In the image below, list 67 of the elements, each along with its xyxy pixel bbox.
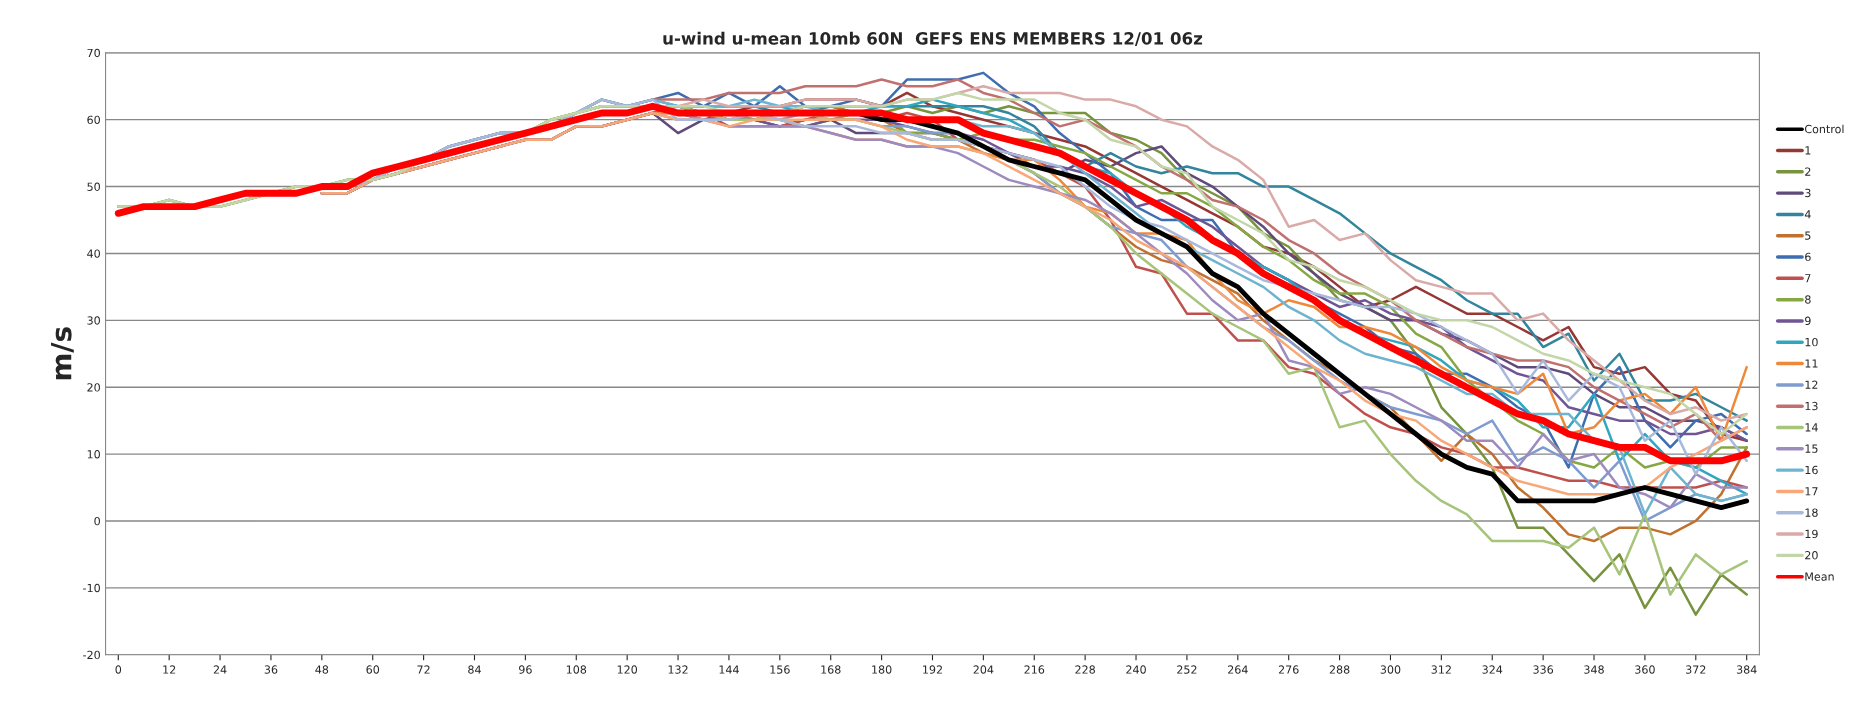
y-tick-label: 40 [87, 249, 100, 258]
legend-label: 14 [1805, 423, 1818, 432]
legend-label: 4 [1804, 210, 1811, 219]
x-tick-label: 48 [315, 665, 329, 674]
legend-label: 15 [1805, 444, 1818, 453]
x-tick-label: 336 [1533, 665, 1554, 674]
x-tick-label: 144 [719, 665, 739, 674]
y-tick-label: 0 [94, 516, 100, 526]
x-tick-label: 24 [213, 665, 227, 674]
chart-title: u-wind u-mean 10mb 60N GEFS ENS MEMBERS 12/01 06z [663, 31, 1203, 47]
legend-label: Control [1804, 124, 1844, 134]
x-tick-label: 288 [1329, 665, 1350, 674]
x-tick-label: 108 [566, 665, 587, 674]
legend-label: 18 [1805, 508, 1818, 517]
legend-label: 20 [1805, 551, 1818, 560]
x-tick-label: 0 [115, 665, 122, 674]
legend-label: 16 [1805, 465, 1818, 475]
x-tick-label: 348 [1584, 665, 1604, 674]
legend-label: 10 [1805, 337, 1818, 347]
legend-label: 1 [1805, 146, 1811, 155]
x-tick-label: 168 [821, 665, 841, 674]
legend-label: 12 [1805, 380, 1818, 389]
x-tick-label: 36 [264, 665, 278, 674]
legend-label: 2 [1805, 167, 1811, 176]
y-tick-label: 50 [87, 182, 100, 191]
x-tick-label: 180 [872, 665, 892, 674]
legend-label: 19 [1805, 529, 1818, 539]
x-tick-label: 384 [1736, 665, 1757, 674]
x-tick-label: 276 [1278, 665, 1299, 674]
x-tick-label: 156 [770, 665, 790, 674]
x-tick-label: 312 [1431, 665, 1451, 674]
legend-label: 3 [1805, 188, 1811, 198]
y-tick-label: 70 [87, 48, 100, 58]
legend-label: 17 [1805, 487, 1818, 496]
x-tick-label: 240 [1126, 665, 1146, 674]
x-tick-label: 60 [366, 665, 380, 674]
x-tick-label: 12 [163, 665, 176, 674]
legend-label: 5 [1805, 231, 1811, 240]
y-tick-label: 60 [87, 115, 100, 125]
x-tick-label: 204 [973, 665, 994, 674]
y-tick-label: 30 [87, 316, 100, 325]
x-tick-label: 324 [1482, 665, 1503, 674]
legend-label: 7 [1805, 274, 1811, 283]
x-tick-label: 264 [1228, 665, 1248, 674]
y-tick-label: 20 [87, 383, 100, 392]
x-tick-label: 372 [1686, 665, 1706, 674]
legend-label: 6 [1805, 252, 1811, 262]
x-tick-label: 120 [617, 665, 638, 674]
legend-label: 13 [1805, 401, 1818, 411]
x-tick-label: 252 [1177, 665, 1197, 674]
x-tick-label: 84 [468, 665, 481, 674]
legend-label: 9 [1805, 316, 1811, 326]
x-tick-label: 192 [923, 665, 942, 674]
x-tick-label: 132 [668, 665, 688, 674]
legend-label: 8 [1805, 295, 1811, 304]
x-tick-label: 216 [1024, 665, 1045, 674]
y-tick-label: 10 [87, 450, 100, 459]
y-tick-label: -20 [83, 650, 100, 660]
legend-label: 11 [1805, 359, 1818, 368]
y-axis-title: m/s [50, 327, 74, 380]
y-tick-label: -10 [83, 583, 100, 593]
x-tick-label: 96 [519, 665, 532, 674]
x-tick-label: 228 [1075, 665, 1095, 674]
x-tick-label: 300 [1380, 665, 1401, 674]
x-tick-label: 360 [1635, 665, 1655, 674]
x-tick-label: 72 [417, 665, 430, 674]
legend-label: Mean [1805, 572, 1834, 581]
